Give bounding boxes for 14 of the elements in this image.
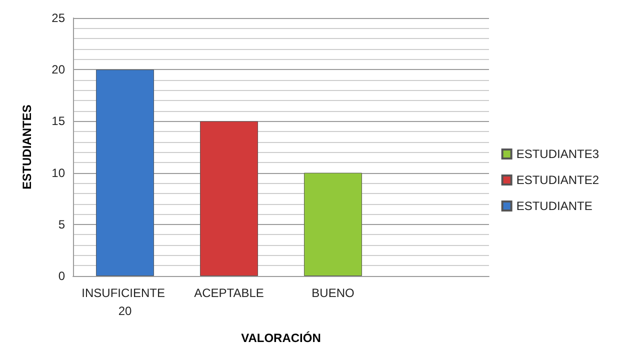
x-tick-label: INSUFICIENTE 20	[82, 286, 168, 318]
y-tick-label: 10	[52, 166, 66, 180]
x-tick-label: BUENO	[312, 286, 354, 300]
y-tick-label: 25	[52, 11, 66, 25]
legend-label: ESTUDIANTE3	[516, 147, 600, 161]
y-tick-label: 5	[58, 217, 66, 232]
y-tick-label: 20	[52, 62, 66, 77]
y-tick-label: 15	[52, 114, 66, 128]
x-tick-label: ACEPTABLE	[194, 286, 264, 300]
y-tick-label: 0	[58, 269, 66, 283]
legend-label: ESTUDIANTE	[516, 199, 592, 213]
legend-label: ESTUDIANTE2	[516, 173, 600, 187]
y-axis-title: ESTUDIANTES	[20, 104, 34, 190]
x-axis-title: VALORACIÓN	[241, 331, 321, 345]
